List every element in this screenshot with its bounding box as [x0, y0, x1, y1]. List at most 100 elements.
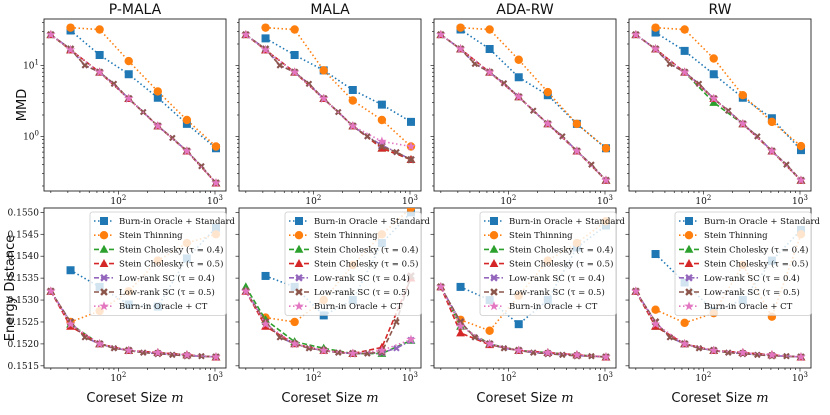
- panel-title: ADA-RW: [496, 2, 554, 18]
- legend-box: [284, 211, 422, 316]
- panel-frame: [628, 18, 812, 192]
- data-point: [572, 146, 582, 156]
- series-line: [635, 34, 802, 181]
- data-point: [182, 349, 192, 359]
- data-point: [348, 85, 357, 94]
- data-point: [153, 347, 163, 357]
- data-point: [261, 23, 270, 32]
- legend-label: Burn-in Oracle + CT: [119, 302, 208, 312]
- data-point: [290, 317, 299, 327]
- data-point: [695, 80, 703, 88]
- series-line: [265, 26, 412, 148]
- data-point: [709, 54, 718, 63]
- legend-marker: [100, 288, 108, 296]
- data-point: [290, 25, 299, 34]
- legend: Burn-in Oracle + Standard Stein Thinning S…: [479, 211, 626, 316]
- series-line: [50, 34, 217, 184]
- data-point: [66, 23, 75, 32]
- legend-label: Burn-in Oracle + Standard: [119, 217, 236, 227]
- data-point: [601, 144, 611, 153]
- legend-marker: [295, 288, 303, 296]
- data-point: [94, 338, 105, 348]
- data-point: [767, 349, 777, 359]
- y-ticks: [40, 212, 44, 367]
- data-point: [680, 25, 689, 34]
- y-tick-label: 101: [23, 58, 39, 71]
- x-tick-label: 103: [597, 194, 613, 207]
- series-line: [635, 34, 802, 181]
- legend-label: Low-rank SC (τ = 0.4): [314, 273, 410, 284]
- data-point: [436, 281, 446, 291]
- data-point: [436, 29, 446, 39]
- data-point: [211, 352, 221, 362]
- legend-label: Low-rank SC (τ = 0.5): [314, 287, 410, 298]
- data-point: [680, 318, 689, 328]
- x-axis-label: Coreset Size m: [671, 391, 768, 406]
- legend-label: Stein Thinning: [704, 231, 768, 241]
- data-point: [241, 29, 251, 39]
- legend-label: Low-rank SC (τ = 0.4): [704, 273, 800, 284]
- x-ticks: [635, 368, 801, 372]
- legend-marker: [294, 244, 304, 253]
- series-line: [635, 34, 802, 181]
- data-point: [484, 338, 495, 348]
- x-tick-label: 102: [695, 371, 711, 384]
- data-point: [276, 334, 284, 341]
- x-ticks: [440, 368, 606, 372]
- legend-marker: [489, 301, 499, 311]
- data-point: [319, 66, 328, 75]
- data-point: [95, 25, 104, 34]
- legend-label: Low-rank SC (τ = 0.5): [119, 287, 215, 298]
- legend-label: Stein Cholesky (τ = 0.4): [119, 244, 223, 255]
- data-point: [796, 352, 806, 362]
- data-point: [708, 345, 719, 355]
- y-tick-label: 0.1550: [8, 208, 40, 218]
- series-line: [265, 37, 412, 123]
- data-point: [318, 93, 329, 103]
- data-point: [514, 55, 523, 64]
- legend-marker: [100, 274, 108, 282]
- data-point: [123, 345, 134, 355]
- series-line: [245, 34, 412, 161]
- legend-marker: [489, 231, 499, 240]
- data-point: [485, 45, 494, 54]
- y-ticks: [625, 212, 629, 367]
- data-point: [651, 23, 660, 32]
- series-line: [70, 29, 217, 149]
- data-point: [455, 44, 466, 54]
- legend-marker: [490, 217, 498, 225]
- data-point: [543, 87, 553, 97]
- legend-box: [89, 211, 227, 316]
- data-point: [543, 347, 553, 357]
- legend-marker: [99, 231, 109, 240]
- data-point: [631, 29, 641, 39]
- data-point: [406, 141, 416, 151]
- y-ticks: [40, 22, 44, 187]
- y-tick-label: 0.1535: [8, 274, 40, 284]
- data-point: [289, 338, 300, 348]
- data-point: [348, 120, 358, 131]
- data-point: [651, 305, 660, 314]
- panel-frame: [433, 18, 617, 192]
- data-point: [348, 96, 358, 105]
- y-ticks: [235, 22, 239, 187]
- data-point: [650, 44, 661, 54]
- data-point: [260, 44, 271, 54]
- x-tick-label: 102: [305, 371, 321, 384]
- data-point: [738, 347, 748, 357]
- data-point: [796, 141, 806, 151]
- data-point: [514, 320, 523, 329]
- series-group: [241, 23, 416, 164]
- data-point: [485, 326, 494, 335]
- x-ticks: [635, 191, 801, 195]
- data-point: [377, 136, 387, 146]
- data-point: [514, 73, 523, 82]
- data-point: [601, 175, 611, 185]
- legend-label: Stein Thinning: [509, 231, 573, 241]
- legend-label: Low-rank SC (τ = 0.5): [509, 287, 605, 298]
- data-point: [46, 286, 56, 296]
- y-axis-label-mmd: MMD: [15, 89, 30, 121]
- data-point: [110, 345, 118, 352]
- data-point: [738, 91, 748, 100]
- series-line: [655, 31, 802, 151]
